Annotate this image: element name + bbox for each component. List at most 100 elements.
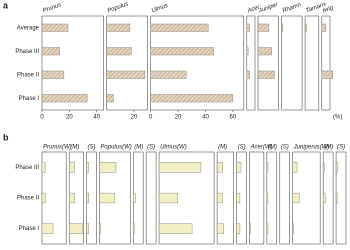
bar: [292, 192, 300, 204]
bar: [150, 23, 209, 32]
panel-frame: [249, 151, 265, 245]
panel-frame: [281, 15, 303, 111]
bar: [86, 162, 89, 173]
bar: [216, 162, 223, 173]
panel-name: Juniperus(W): [293, 145, 330, 151]
bar: [216, 192, 223, 204]
panel-name: (M): [324, 145, 333, 151]
bar: [257, 47, 272, 56]
bar: [41, 23, 69, 32]
panel-frame: [41, 15, 104, 111]
panel-name: (S): [238, 145, 246, 151]
panel-name: (M): [218, 145, 227, 151]
panel-frame: [145, 151, 157, 245]
panel-name: Acer(W): [250, 145, 273, 151]
bar: [69, 223, 83, 234]
bar: [41, 94, 88, 103]
bar: [322, 192, 326, 204]
bar: [86, 192, 89, 204]
bar: [304, 23, 307, 32]
bar: [266, 162, 269, 173]
panel-name: Prunus(W): [43, 145, 72, 151]
bar: [236, 192, 241, 204]
bar: [106, 47, 132, 56]
x-tick-label: 20: [66, 115, 73, 121]
bar: [236, 223, 241, 234]
panel-name: Ulmus: [151, 3, 169, 14]
panel-name: (S): [337, 145, 345, 151]
panel-name: (M): [70, 145, 79, 151]
bar: [41, 70, 65, 79]
bar: [41, 162, 46, 173]
bar: [158, 223, 193, 234]
row-label: Phase III: [15, 49, 39, 55]
panel-name: Acer: [246, 4, 262, 15]
panel-name: (S): [147, 145, 155, 151]
bar: [150, 70, 187, 79]
panel-frame: [321, 15, 331, 111]
panel-frame: [304, 15, 320, 111]
bar: [246, 23, 250, 32]
panel-name: Prunus: [42, 2, 62, 14]
panel-name: (M): [268, 145, 277, 151]
x-tick-label: 40: [93, 115, 100, 121]
row-label: Phase III: [15, 165, 39, 171]
panel-frame: [335, 151, 347, 245]
row-label: Phase II: [17, 72, 39, 78]
bar: [106, 23, 131, 32]
panel-frame: [257, 15, 279, 111]
panel-frame: [266, 151, 278, 245]
bar: [99, 223, 101, 234]
x-tick-label: 0: [149, 115, 153, 121]
bar: [86, 223, 89, 234]
panel-name: (M): [134, 145, 143, 151]
panel-frame: [279, 151, 290, 245]
row-label: Average: [17, 25, 40, 31]
panel-frame: [106, 15, 148, 111]
bar: [133, 192, 136, 204]
bar: [321, 70, 333, 79]
row-label: Phase I: [19, 226, 40, 232]
panel-frame: [246, 15, 256, 111]
bar: [266, 192, 269, 204]
bar: [106, 70, 146, 79]
bar: [150, 94, 234, 103]
bar: [257, 70, 275, 79]
row-label: Phase II: [17, 196, 39, 202]
bar: [41, 223, 54, 234]
bar: [216, 223, 224, 234]
x-tick-label: 20: [175, 115, 182, 121]
bar: [106, 94, 114, 103]
bar: [322, 162, 325, 173]
x-tick-label: 20: [131, 115, 138, 121]
panel-frame: [150, 15, 245, 111]
bar: [249, 223, 251, 234]
bar: [236, 162, 242, 173]
panel-name: (S): [88, 145, 96, 151]
bar: [321, 23, 327, 32]
x-tick-label: 60: [230, 115, 237, 121]
bar: [158, 192, 178, 204]
x-tick-label: 40: [202, 115, 209, 121]
row-label: Phase I: [19, 96, 40, 102]
bar: [292, 223, 294, 234]
bar: [158, 162, 202, 173]
panel-name: Rhamn: [282, 2, 303, 14]
bar: [133, 223, 135, 234]
panel-name: Juniper: [257, 2, 279, 15]
bar: [257, 23, 270, 32]
bar: [69, 192, 75, 204]
panel-name: Populus(W): [100, 145, 131, 151]
bar: [266, 223, 269, 234]
panel-name: Ulmus(W): [160, 145, 187, 151]
panel-name: Populus: [107, 1, 129, 14]
bar: [99, 162, 117, 173]
bar: [246, 70, 250, 79]
bar: [281, 23, 284, 32]
bar: [99, 192, 116, 204]
bar: [292, 162, 298, 173]
panel-name: (S): [281, 145, 289, 151]
bar: [69, 162, 75, 173]
bar: [335, 162, 338, 173]
